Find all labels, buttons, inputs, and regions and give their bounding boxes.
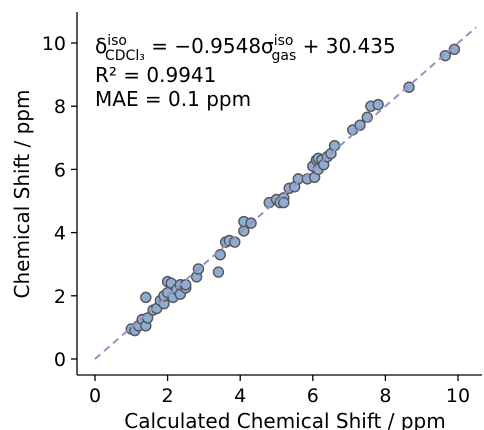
data-point <box>180 279 192 291</box>
x-tick-label: 4 <box>234 385 246 407</box>
fit-equation: δiso CDCl₃ = −0.9548σiso gas + 30.435 <box>95 33 396 64</box>
data-point <box>403 81 415 93</box>
data-point <box>372 98 384 111</box>
data-point <box>140 291 152 304</box>
x-tick-label: 10 <box>446 385 470 407</box>
x-tick-label: 2 <box>162 385 174 407</box>
mae-label: MAE = 0.1 ppm <box>95 87 251 111</box>
y-tick-label: 10 <box>42 33 66 55</box>
data-point <box>238 225 250 237</box>
data-point <box>439 49 451 62</box>
r-squared-label: R² = 0.9941 <box>95 63 216 87</box>
data-point <box>278 196 290 209</box>
y-tick-label: 6 <box>54 159 66 181</box>
x-tick-label: 8 <box>379 385 391 407</box>
x-tick-label: 0 <box>89 385 101 407</box>
y-ticks: 0 2 4 6 8 10 <box>42 33 77 371</box>
y-tick-label: 2 <box>54 286 66 308</box>
x-axis-label: Calculated Chemical Shift / ppm <box>124 409 445 430</box>
data-point <box>354 119 366 131</box>
x-ticks: 0 2 4 6 8 10 <box>89 375 470 407</box>
data-point <box>214 249 226 261</box>
y-tick-label: 4 <box>54 223 66 245</box>
y-tick-label: 8 <box>54 96 66 118</box>
y-axis-label: Chemical Shift / ppm <box>10 90 34 299</box>
data-point <box>212 266 225 278</box>
x-tick-label: 6 <box>307 385 319 407</box>
fit-line <box>94 26 477 360</box>
y-tick-label: 0 <box>54 349 66 371</box>
